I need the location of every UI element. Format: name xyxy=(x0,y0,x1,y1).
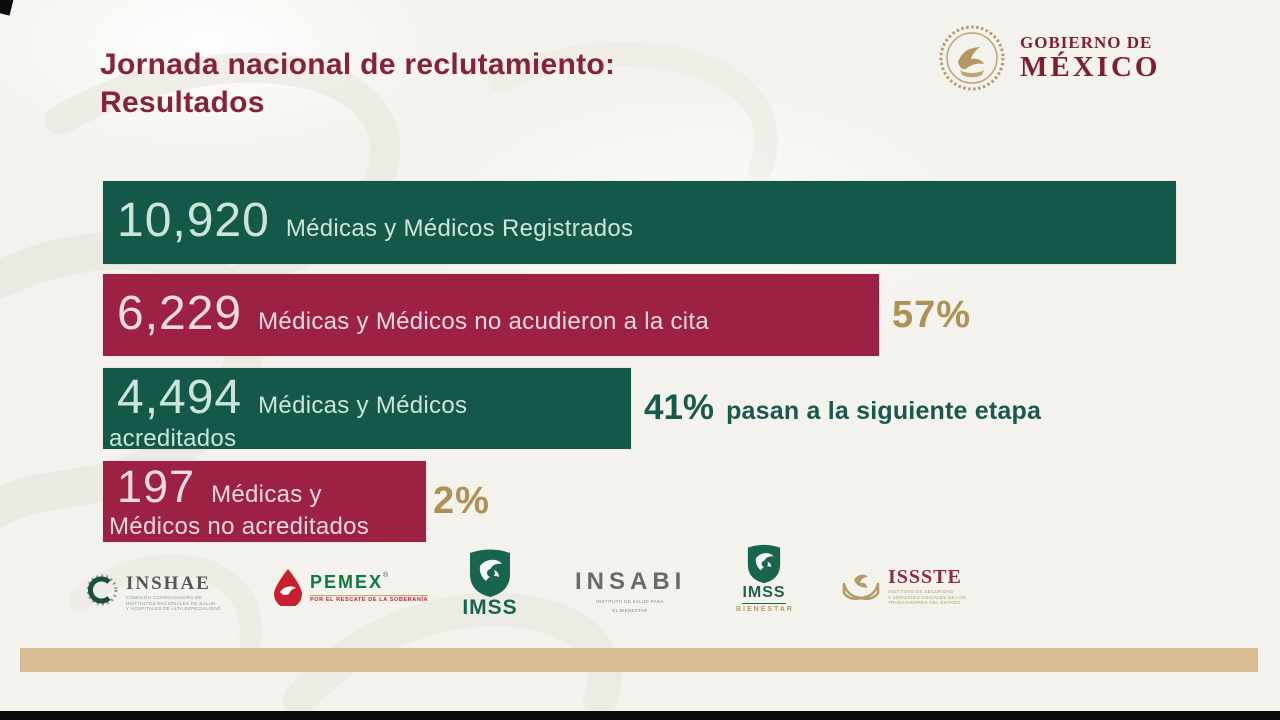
mexico-eagle-seal-icon xyxy=(939,25,1005,91)
bar-acreditados-label-line2: acreditados xyxy=(109,425,237,452)
page-title: Jornada nacional de reclutamiento: Result… xyxy=(100,46,615,122)
bar-no-acreditados-label-line2: Médicos no acreditados xyxy=(109,513,370,540)
bar-registrados-label: Médicas y Médicos Registrados xyxy=(285,215,634,242)
bar-acreditados-value: 4,494 xyxy=(117,371,243,424)
pemex-text: PEMEX® POR EL RESCATE DE LA SOBERANÍA xyxy=(310,571,429,603)
bar-no-acreditados-value: 197 xyxy=(117,461,196,512)
issste-text: ISSSTE INSTITUTO DE SEGURIDAD Y SERVICIO… xyxy=(888,566,966,606)
issste-logo: ISSSTE INSTITUTO DE SEGURIDAD Y SERVICIO… xyxy=(840,566,966,606)
inshae-text: INSHAE COMISIÓN COORDINADORA DE INSTITUT… xyxy=(126,573,221,612)
pemex-tagline: POR EL RESCATE DE LA SOBERANÍA xyxy=(310,594,429,603)
inshae-subtext-3: Y HOSPITALES DE ALTA ESPECIALIDAD xyxy=(126,606,221,611)
bar-registrados-value: 10,920 xyxy=(117,194,270,247)
imss-bienestar-name: IMSS xyxy=(742,584,786,604)
insabi-subtext-2: EL BIENESTAR xyxy=(612,607,648,613)
bar-no-acreditados: 197 Médicas y Médicos no acreditados xyxy=(103,461,426,542)
gobierno-line1: GOBIERNO DE xyxy=(1020,32,1153,52)
gobierno-text: GOBIERNO DE MÉXICO xyxy=(1020,33,1160,84)
percent-no-acreditados: 2% xyxy=(433,480,490,522)
percent-no-acudieron: 57% xyxy=(892,294,972,336)
inshae-logo: INSHAE COMISIÓN COORDINADORA DE INSTITUT… xyxy=(85,573,221,612)
issste-subtext-2: Y SERVICIOS SOCIALES DE LOS xyxy=(888,594,967,600)
bottom-black-bar xyxy=(0,711,1280,720)
issste-name: ISSSTE xyxy=(888,566,962,588)
bar-no-acudieron: 6,229 Médicas y Médicos no acudieron a l… xyxy=(103,274,879,356)
bar-no-acreditados-label-line1: Médicas y xyxy=(211,481,322,508)
pemex-logo: PEMEX® POR EL RESCATE DE LA SOBERANÍA xyxy=(272,568,429,606)
pemex-name: PEMEX xyxy=(310,571,384,592)
issste-subtext-1: INSTITUTO DE SEGURIDAD xyxy=(888,589,954,594)
percent-acreditados: 41% xyxy=(644,388,715,427)
imss-name: IMSS xyxy=(462,596,518,619)
gobierno-line2: MÉXICO xyxy=(1020,50,1161,83)
imss-logo: IMSS xyxy=(458,546,522,620)
bar-registrados: 10,920 Médicas y Médicos Registrados xyxy=(103,181,1176,264)
pemex-registered-mark: ® xyxy=(383,571,389,579)
insabi-subtext-1: INSTITUTO DE SALUD PARA xyxy=(596,599,664,604)
inshae-subtext-1: COMISIÓN COORDINADORA DE xyxy=(126,595,202,600)
imss-bienestar-logo: IMSS BIENESTAR xyxy=(736,542,792,613)
footer-logos: INSHAE COMISIÓN COORDINADORA DE INSTITUT… xyxy=(0,540,1280,640)
gobierno-de-mexico-logo: GOBIERNO DE MÉXICO xyxy=(936,22,1160,94)
percent-acreditados-row: 41% pasan a la siguiente etapa xyxy=(644,388,1041,428)
title-line-2: Resultados xyxy=(100,86,265,119)
bar-no-acudieron-label: Médicas y Médicos no acudieron a la cita xyxy=(258,308,710,335)
pemex-drop-icon xyxy=(274,569,302,606)
imss-bienestar-shield-icon xyxy=(747,544,781,584)
inshae-subtext-2: INSTITUTOS NACIONALES DE SALUD xyxy=(126,600,216,606)
bar-no-acudieron-value: 6,229 xyxy=(117,287,243,340)
imss-bienestar-subtext: BIENESTAR xyxy=(736,606,794,613)
footer-gold-strip xyxy=(20,648,1258,672)
imss-shield-icon xyxy=(470,549,510,597)
bar-acreditados-label-line1: Médicas y Médicos xyxy=(258,392,468,419)
bar-acreditados: 4,494 Médicas y Médicos acreditados xyxy=(103,368,631,452)
title-line-1: Jornada nacional de reclutamiento: xyxy=(100,48,616,81)
insabi-name: INSABI xyxy=(575,568,687,595)
video-corner-artifact xyxy=(0,0,15,16)
insabi-logo: INSABI INSTITUTO DE SALUD PARA EL BIENES… xyxy=(575,568,685,613)
issste-subtext-3: TRABAJADORES DEL ESTADO xyxy=(888,600,961,605)
inshae-name: INSHAE xyxy=(126,573,211,594)
percent-acreditados-note: pasan a la siguiente etapa xyxy=(726,397,1042,425)
inshae-dotted-ring-icon xyxy=(86,574,118,606)
issste-hands-icon xyxy=(842,574,880,601)
